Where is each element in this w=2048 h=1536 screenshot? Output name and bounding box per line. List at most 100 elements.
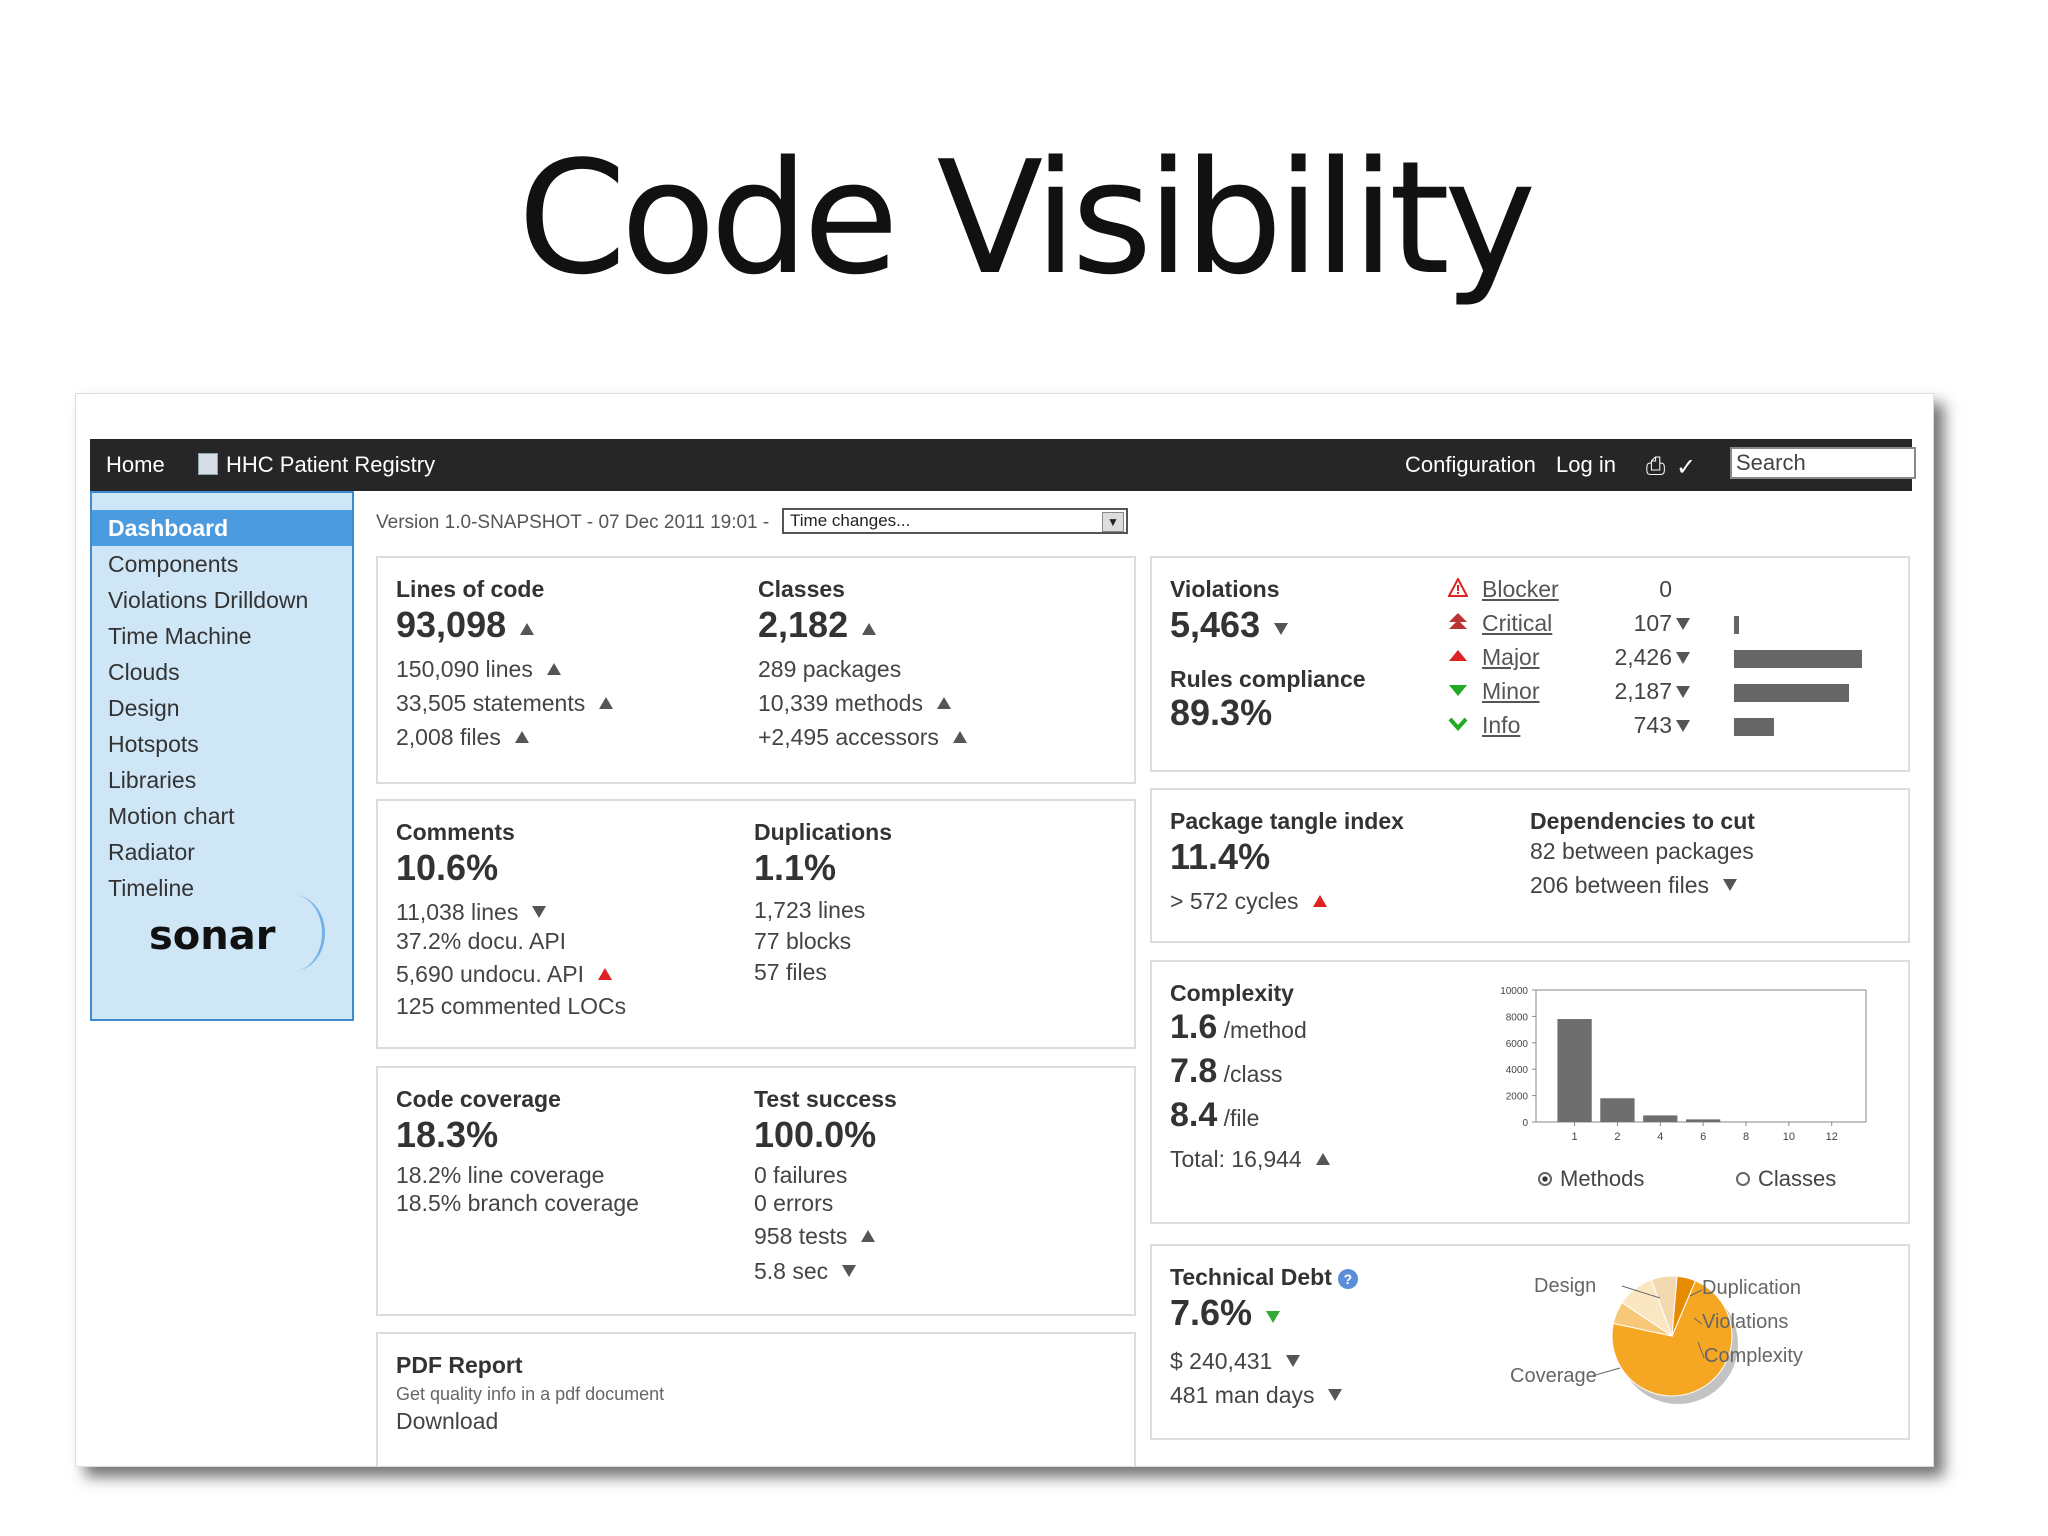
blocker-icon (1448, 578, 1468, 597)
complexity-per-method: 1.6 /method (1170, 1008, 1307, 1047)
y-tick-label: 8000 (1506, 1012, 1529, 1023)
sidebar-item-libraries[interactable]: Libraries (108, 767, 197, 793)
sonar-logo: sonar (149, 913, 276, 959)
severity-major-count: 2,426 (1614, 644, 1672, 670)
files-metric: 2,008 files (396, 724, 529, 751)
complexity-per-file: 8.4 /file (1170, 1096, 1259, 1135)
project-link[interactable]: HHC Patient Registry (198, 439, 435, 491)
deps-between-packages: 82 between packages (1530, 838, 1754, 864)
coverage-tests-panel: Code coverage 18.3% 18.2% line coverage … (376, 1066, 1136, 1316)
test-success-label: Test success (754, 1086, 897, 1112)
duplications-label: Duplications (754, 819, 893, 845)
technical-debt-value: 7.6% (1170, 1292, 1281, 1334)
sidebar-item-dashboard[interactable]: Dashboard (92, 510, 352, 546)
accessors-text: +2,495 accessors (758, 724, 939, 750)
test-count-text: 958 tests (754, 1223, 848, 1249)
violations-label: Violations (1170, 576, 1280, 602)
trend-down-icon (1676, 686, 1690, 698)
test-errors: 0 errors (754, 1190, 834, 1216)
radio-selected-icon (1538, 1172, 1552, 1186)
sidebar-item-clouds[interactable]: Clouds (108, 659, 180, 685)
trend-down-icon (1676, 618, 1690, 630)
configuration-link[interactable]: Configuration (1405, 452, 1536, 477)
pie-leader-duplication (1689, 1289, 1703, 1297)
radio-unselected-icon (1736, 1172, 1750, 1186)
trend-up-icon (514, 731, 529, 743)
sidebar-item-radiator[interactable]: Radiator (108, 839, 195, 865)
severity-blocker-link[interactable]: Blocker (1482, 576, 1559, 602)
login-link[interactable]: Log in (1556, 452, 1616, 477)
sidebar-item-timeline[interactable]: Timeline (108, 875, 195, 901)
technical-debt-pie-chart: Design Duplication Violations Complexity Cov… (1510, 1275, 1803, 1404)
sidebar-item-components[interactable]: Components (108, 551, 239, 577)
complexity-label: Complexity (1170, 980, 1294, 1006)
pie-leader-complexity (1697, 1341, 1705, 1359)
sidebar-item-motion-chart[interactable]: Motion chart (108, 803, 235, 829)
complexity-total-text: Total: 16,944 (1170, 1146, 1302, 1172)
trend-up-icon (936, 697, 951, 709)
time-changes-value: Time changes... (790, 511, 911, 530)
violations-value: 5,463 (1170, 604, 1289, 646)
technical-debt-panel: Technical Debt? 7.6% $ 240,431 481 man d… (1150, 1244, 1910, 1440)
sidebar-item-violations-drilldown[interactable]: Violations Drilldown (108, 587, 309, 613)
x-tick-label: 2 (1614, 1131, 1620, 1143)
permalink-icon[interactable]: ✓ (1676, 454, 1697, 481)
pdf-download-link[interactable]: Download (396, 1408, 499, 1434)
slide-title: Code Visibility (517, 127, 1537, 309)
dup-blocks: 77 blocks (754, 928, 852, 954)
severity-minor-link[interactable]: Minor (1482, 678, 1540, 704)
severity-critical-bar (1734, 616, 1740, 634)
test-success-value: 100.0% (754, 1114, 877, 1155)
major-icon (1449, 650, 1467, 661)
statements-metric: 33,505 statements (396, 690, 614, 717)
trend-down-icon (1328, 1389, 1343, 1401)
loc-number: 93,098 (396, 604, 507, 645)
y-tick-label: 4000 (1506, 1065, 1529, 1076)
technical-debt-days-text: 481 man days (1170, 1382, 1315, 1408)
home-link[interactable]: Home (106, 452, 165, 477)
y-tick-label: 2000 (1506, 1092, 1529, 1103)
pie-leader-design (1621, 1285, 1661, 1299)
statements-text: 33,505 statements (396, 690, 586, 716)
sidebar-item-hotspots[interactable]: Hotspots (108, 731, 199, 757)
duplications-value: 1.1% (754, 847, 837, 888)
technical-debt-days: 481 man days (1170, 1382, 1343, 1409)
project-icon (198, 453, 218, 475)
technical-debt-number: 7.6% (1170, 1292, 1253, 1333)
search-input[interactable]: Search (1730, 447, 1916, 479)
deps-to-cut-label: Dependencies to cut (1530, 808, 1755, 834)
trend-down-icon (842, 1265, 857, 1277)
radio-classes[interactable]: Classes (1736, 1166, 1836, 1192)
chevron-down-icon[interactable]: ▼ (1102, 512, 1124, 532)
trend-up-red-icon (598, 968, 612, 980)
severity-info-link[interactable]: Info (1482, 712, 1521, 738)
trend-down-icon (1274, 623, 1289, 635)
loc-label: Lines of code (396, 576, 545, 602)
x-tick-label: 1 (1572, 1131, 1578, 1143)
rules-compliance-label: Rules compliance (1170, 666, 1366, 692)
complexity-per-method-unit: /method (1223, 1017, 1307, 1043)
bar-1 (1557, 1019, 1592, 1122)
radio-classes-label: Classes (1758, 1166, 1837, 1191)
dup-files: 57 files (754, 959, 827, 985)
trend-down-green-icon (1266, 1311, 1281, 1323)
comments-value: 10.6% (396, 847, 499, 888)
help-icon[interactable]: ? (1337, 1269, 1358, 1289)
test-time: 5.8 sec (754, 1258, 857, 1285)
pie-label-violations: Violations (1702, 1311, 1788, 1333)
y-tick-label: 6000 (1506, 1039, 1529, 1050)
trend-down-icon (1676, 720, 1690, 732)
severity-critical-link[interactable]: Critical (1482, 610, 1553, 636)
print-icon[interactable]: ⎙ (1646, 453, 1666, 480)
severity-major-link[interactable]: Major (1482, 644, 1540, 670)
sonar-screenshot: Home HHC Patient Registry Configuration … (75, 393, 1934, 1467)
complexity-per-class-value: 7.8 (1170, 1052, 1218, 1090)
radio-methods[interactable]: Methods (1538, 1166, 1644, 1192)
deps-between-files-text: 206 between files (1530, 872, 1710, 898)
undocu-api-text: 5,690 undocu. API (396, 961, 584, 987)
sidebar-item-design[interactable]: Design (108, 695, 180, 721)
time-changes-select[interactable]: Time changes... ▼ (782, 508, 1128, 534)
trend-up-icon (599, 697, 614, 709)
sidebar-item-time-machine[interactable]: Time Machine (108, 623, 252, 649)
severity-blocker-count: 0 (1659, 576, 1672, 602)
